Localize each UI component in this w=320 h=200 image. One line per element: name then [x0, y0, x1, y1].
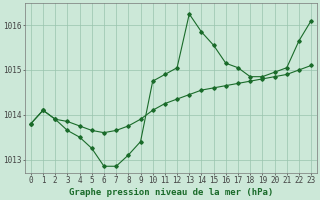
- X-axis label: Graphe pression niveau de la mer (hPa): Graphe pression niveau de la mer (hPa): [69, 188, 273, 197]
